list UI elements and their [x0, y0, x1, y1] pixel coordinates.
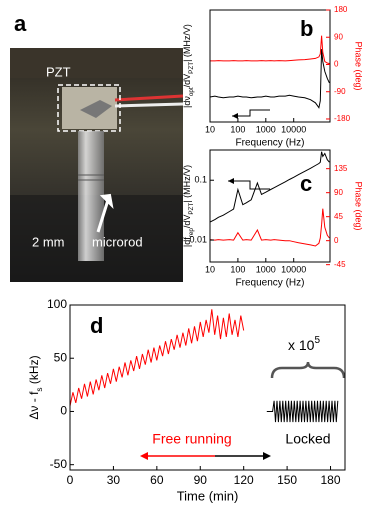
y-axis-label-part: /dV — [182, 74, 192, 88]
x-tick-label: 90 — [194, 473, 208, 487]
y-tick-label: 0 — [60, 404, 67, 418]
x-tick-label: 60 — [150, 473, 164, 487]
y2-tick-label: -90 — [334, 87, 346, 96]
y-axis-label-part: | (MHz/V) — [182, 24, 192, 62]
x-axis-label: Time (min) — [177, 488, 239, 503]
y-axis-label-part: (kHz) — [27, 355, 41, 387]
plot-frame — [69, 304, 346, 471]
y-axis-label-part: rep — [188, 228, 195, 238]
photo: PZT 2 mm microrod a — [10, 11, 184, 282]
y-axis-label-part: | (MHz/V) — [182, 165, 192, 203]
annotation: Locked — [285, 431, 330, 447]
photo-label: 2 mm — [32, 234, 65, 249]
panel-label: b — [300, 16, 313, 41]
y-axis-label-part: opt — [188, 87, 195, 96]
x-tick-label: 10 — [205, 124, 215, 134]
y2-axis-label: Phase (deg) — [354, 181, 364, 230]
y-axis-label-part: PZT — [188, 203, 195, 215]
y-tick-label: 0.1 — [194, 175, 207, 185]
annotation: Free running — [152, 431, 231, 447]
range-arrow-head — [263, 452, 271, 460]
axis-arrow-head — [232, 113, 238, 119]
x-tick-label: 10000 — [281, 264, 306, 274]
x-axis-label: Frequency (Hz) — [236, 138, 305, 149]
y2-tick-label: 180 — [334, 5, 348, 14]
y-axis-label-part: |dν — [182, 96, 192, 108]
y-tick-label: 0.01 — [189, 234, 207, 244]
y2-tick-label: 135 — [334, 164, 348, 173]
y2-tick-label: 0 — [334, 60, 339, 69]
panel-label: c — [300, 171, 312, 196]
arrow-head — [99, 193, 114, 209]
y-axis-label: |dfrep/dVPZT| (MHz/V) — [182, 165, 195, 247]
x-tick-label: 150 — [277, 473, 297, 487]
y2-tick-label: -180 — [334, 114, 351, 123]
plot: 10 100 1000 10000 Frequency (Hz) 0.01 0.1 135 90… — [182, 149, 364, 289]
series-line — [210, 208, 330, 247]
annotation-part: 5 — [314, 335, 320, 346]
x-tick-label: 1000 — [256, 264, 276, 274]
series-line — [210, 151, 330, 223]
x-tick-label: 180 — [321, 473, 341, 487]
y-axis-label: Δν - fs (kHz) — [27, 355, 44, 419]
series-line — [266, 400, 339, 423]
panel-label: d — [90, 313, 103, 338]
series-line — [70, 309, 245, 407]
y2-tick-label: 0 — [334, 236, 339, 245]
y2-axis-label: Phase (deg) — [354, 41, 364, 90]
y2-tick-label: 90 — [334, 32, 343, 41]
axis-arrow — [232, 109, 270, 117]
x-axis-label: Frequency (Hz) — [236, 278, 305, 289]
y2-tick-label: -45 — [334, 260, 346, 269]
y-tick-label: 50 — [54, 350, 68, 364]
plot-frame — [209, 9, 331, 123]
photo-label: microrod — [92, 234, 143, 249]
x-tick-label: 120 — [234, 473, 254, 487]
y-axis-label-part: s — [34, 387, 44, 391]
y-axis-label-part: |df — [182, 237, 192, 247]
y-axis-label-part: Δν - f — [27, 391, 41, 420]
x-tick-label: 10000 — [281, 124, 306, 134]
annotation-part: x 10 — [288, 337, 315, 353]
microrod — [78, 131, 104, 261]
y2-tick-label: 90 — [334, 188, 343, 197]
x-tick-label: 1000 — [256, 124, 276, 134]
x-tick-label: 30 — [107, 473, 121, 487]
y-axis-label-part: /dV — [182, 215, 192, 229]
photo-label: PZT — [46, 64, 71, 79]
y-tick-label: 100 — [47, 297, 67, 311]
y-axis-label: |dνopt/dVPZT| (MHz/V) — [182, 24, 195, 108]
panel-label: a — [14, 11, 27, 36]
y2-tick-label: 45 — [334, 212, 343, 221]
brace — [270, 361, 346, 379]
wire-white — [114, 102, 184, 108]
x-tick-label: 0 — [67, 473, 74, 487]
pzt-electrode — [80, 100, 112, 118]
series-line — [210, 49, 330, 109]
photo-top — [10, 48, 183, 78]
plot-frame — [209, 149, 331, 263]
wire-red — [114, 94, 184, 102]
x-tick-label: 100 — [230, 124, 245, 134]
x-tick-label: 10 — [205, 264, 215, 274]
y-axis-label-part: PZT — [188, 62, 195, 74]
annotation: x 105 — [288, 335, 320, 353]
plot: 0 30 60 90 120 150 180 Time (min) -50 0 50 100 Δν - … — [27, 297, 346, 503]
arrow — [96, 199, 110, 233]
axis-arrow-head — [228, 178, 234, 184]
y-tick-label: -50 — [50, 457, 68, 471]
series-line — [210, 35, 330, 65]
x-tick-label: 100 — [230, 264, 245, 274]
range-arrow-head — [140, 452, 148, 460]
axis-arrow — [228, 180, 270, 190]
plot: 10 100 1000 10000 Frequency (Hz) 180 90 0 -90 -18… — [182, 5, 363, 149]
